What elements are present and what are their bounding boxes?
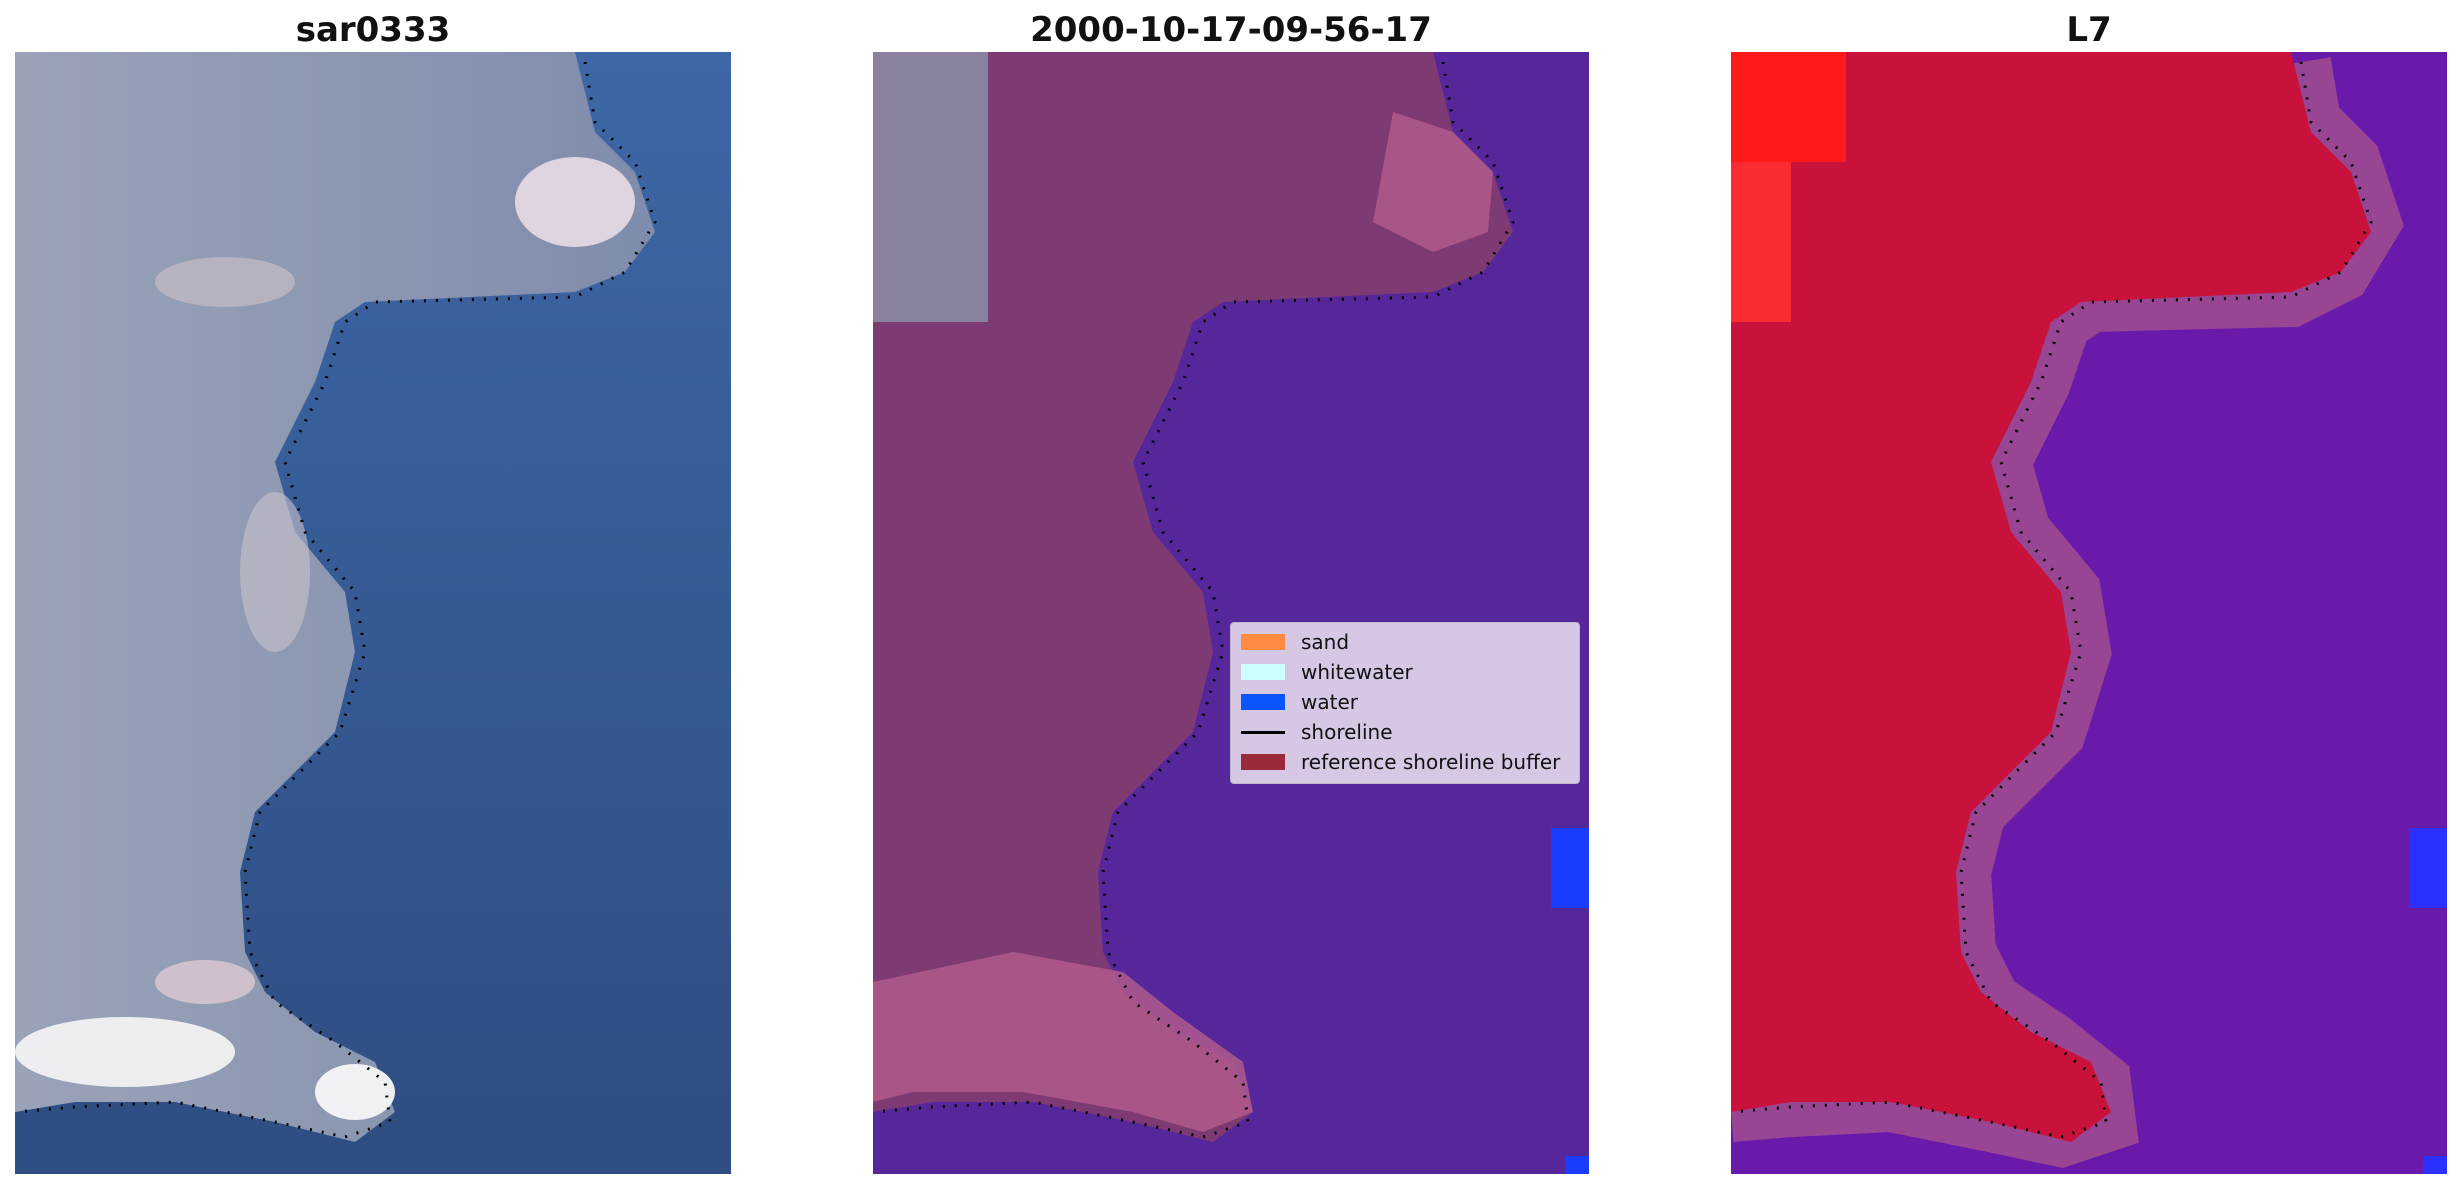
sand-edge-area	[1373, 112, 1493, 252]
whitewater-swatch	[1241, 664, 1285, 680]
water-pixel-patch	[2423, 1156, 2447, 1174]
legend-label: reference shoreline buffer	[1301, 750, 1561, 774]
legend-item-sand: sand	[1241, 627, 1349, 657]
sand-swatch	[1241, 634, 1285, 650]
classified-image	[873, 52, 1589, 1174]
surf-patch	[515, 157, 635, 247]
surf-patch	[315, 1064, 395, 1120]
water-pixel-patch	[1551, 828, 1589, 908]
unclassified-area	[873, 52, 988, 322]
legend-item-shoreline: shoreline	[1241, 717, 1393, 747]
surf-patch	[240, 492, 310, 652]
legend-label: shoreline	[1301, 720, 1393, 744]
land-area	[15, 52, 655, 1142]
buffer-swatch	[1241, 754, 1285, 770]
land-class-area	[873, 52, 1513, 1142]
sand-edge-area	[873, 952, 1253, 1132]
panel-title-rgb: sar0333	[295, 10, 451, 50]
legend: sand whitewater water shoreline referenc…	[1230, 622, 1580, 784]
panel-title-classified: 2000-10-17-09-56-17	[1030, 10, 1432, 50]
index-image-panel	[1731, 52, 2447, 1174]
rgb-image-panel	[15, 52, 731, 1174]
surf-patch	[155, 960, 255, 1004]
water-pixel-patch	[2409, 828, 2447, 908]
index-high-area	[1731, 162, 1791, 322]
surf-patch	[15, 1017, 235, 1087]
surf-patch	[155, 257, 295, 307]
water-swatch	[1241, 694, 1285, 710]
legend-item-whitewater: whitewater	[1241, 657, 1413, 687]
index-land-area	[1731, 52, 2371, 1142]
index-high-area	[1731, 52, 1846, 162]
legend-label: water	[1301, 690, 1358, 714]
classified-image-panel	[873, 52, 1589, 1174]
legend-item-water: water	[1241, 687, 1358, 717]
panel-title-index: L7	[2066, 10, 2112, 50]
legend-item-buffer: reference shoreline buffer	[1241, 747, 1560, 777]
legend-label: whitewater	[1301, 660, 1413, 684]
water-pixel-patch	[1565, 1156, 1589, 1174]
index-image	[1731, 52, 2447, 1174]
rgb-image	[15, 52, 731, 1174]
shoreline-line-sample	[1241, 730, 1285, 734]
legend-label: sand	[1301, 630, 1350, 654]
